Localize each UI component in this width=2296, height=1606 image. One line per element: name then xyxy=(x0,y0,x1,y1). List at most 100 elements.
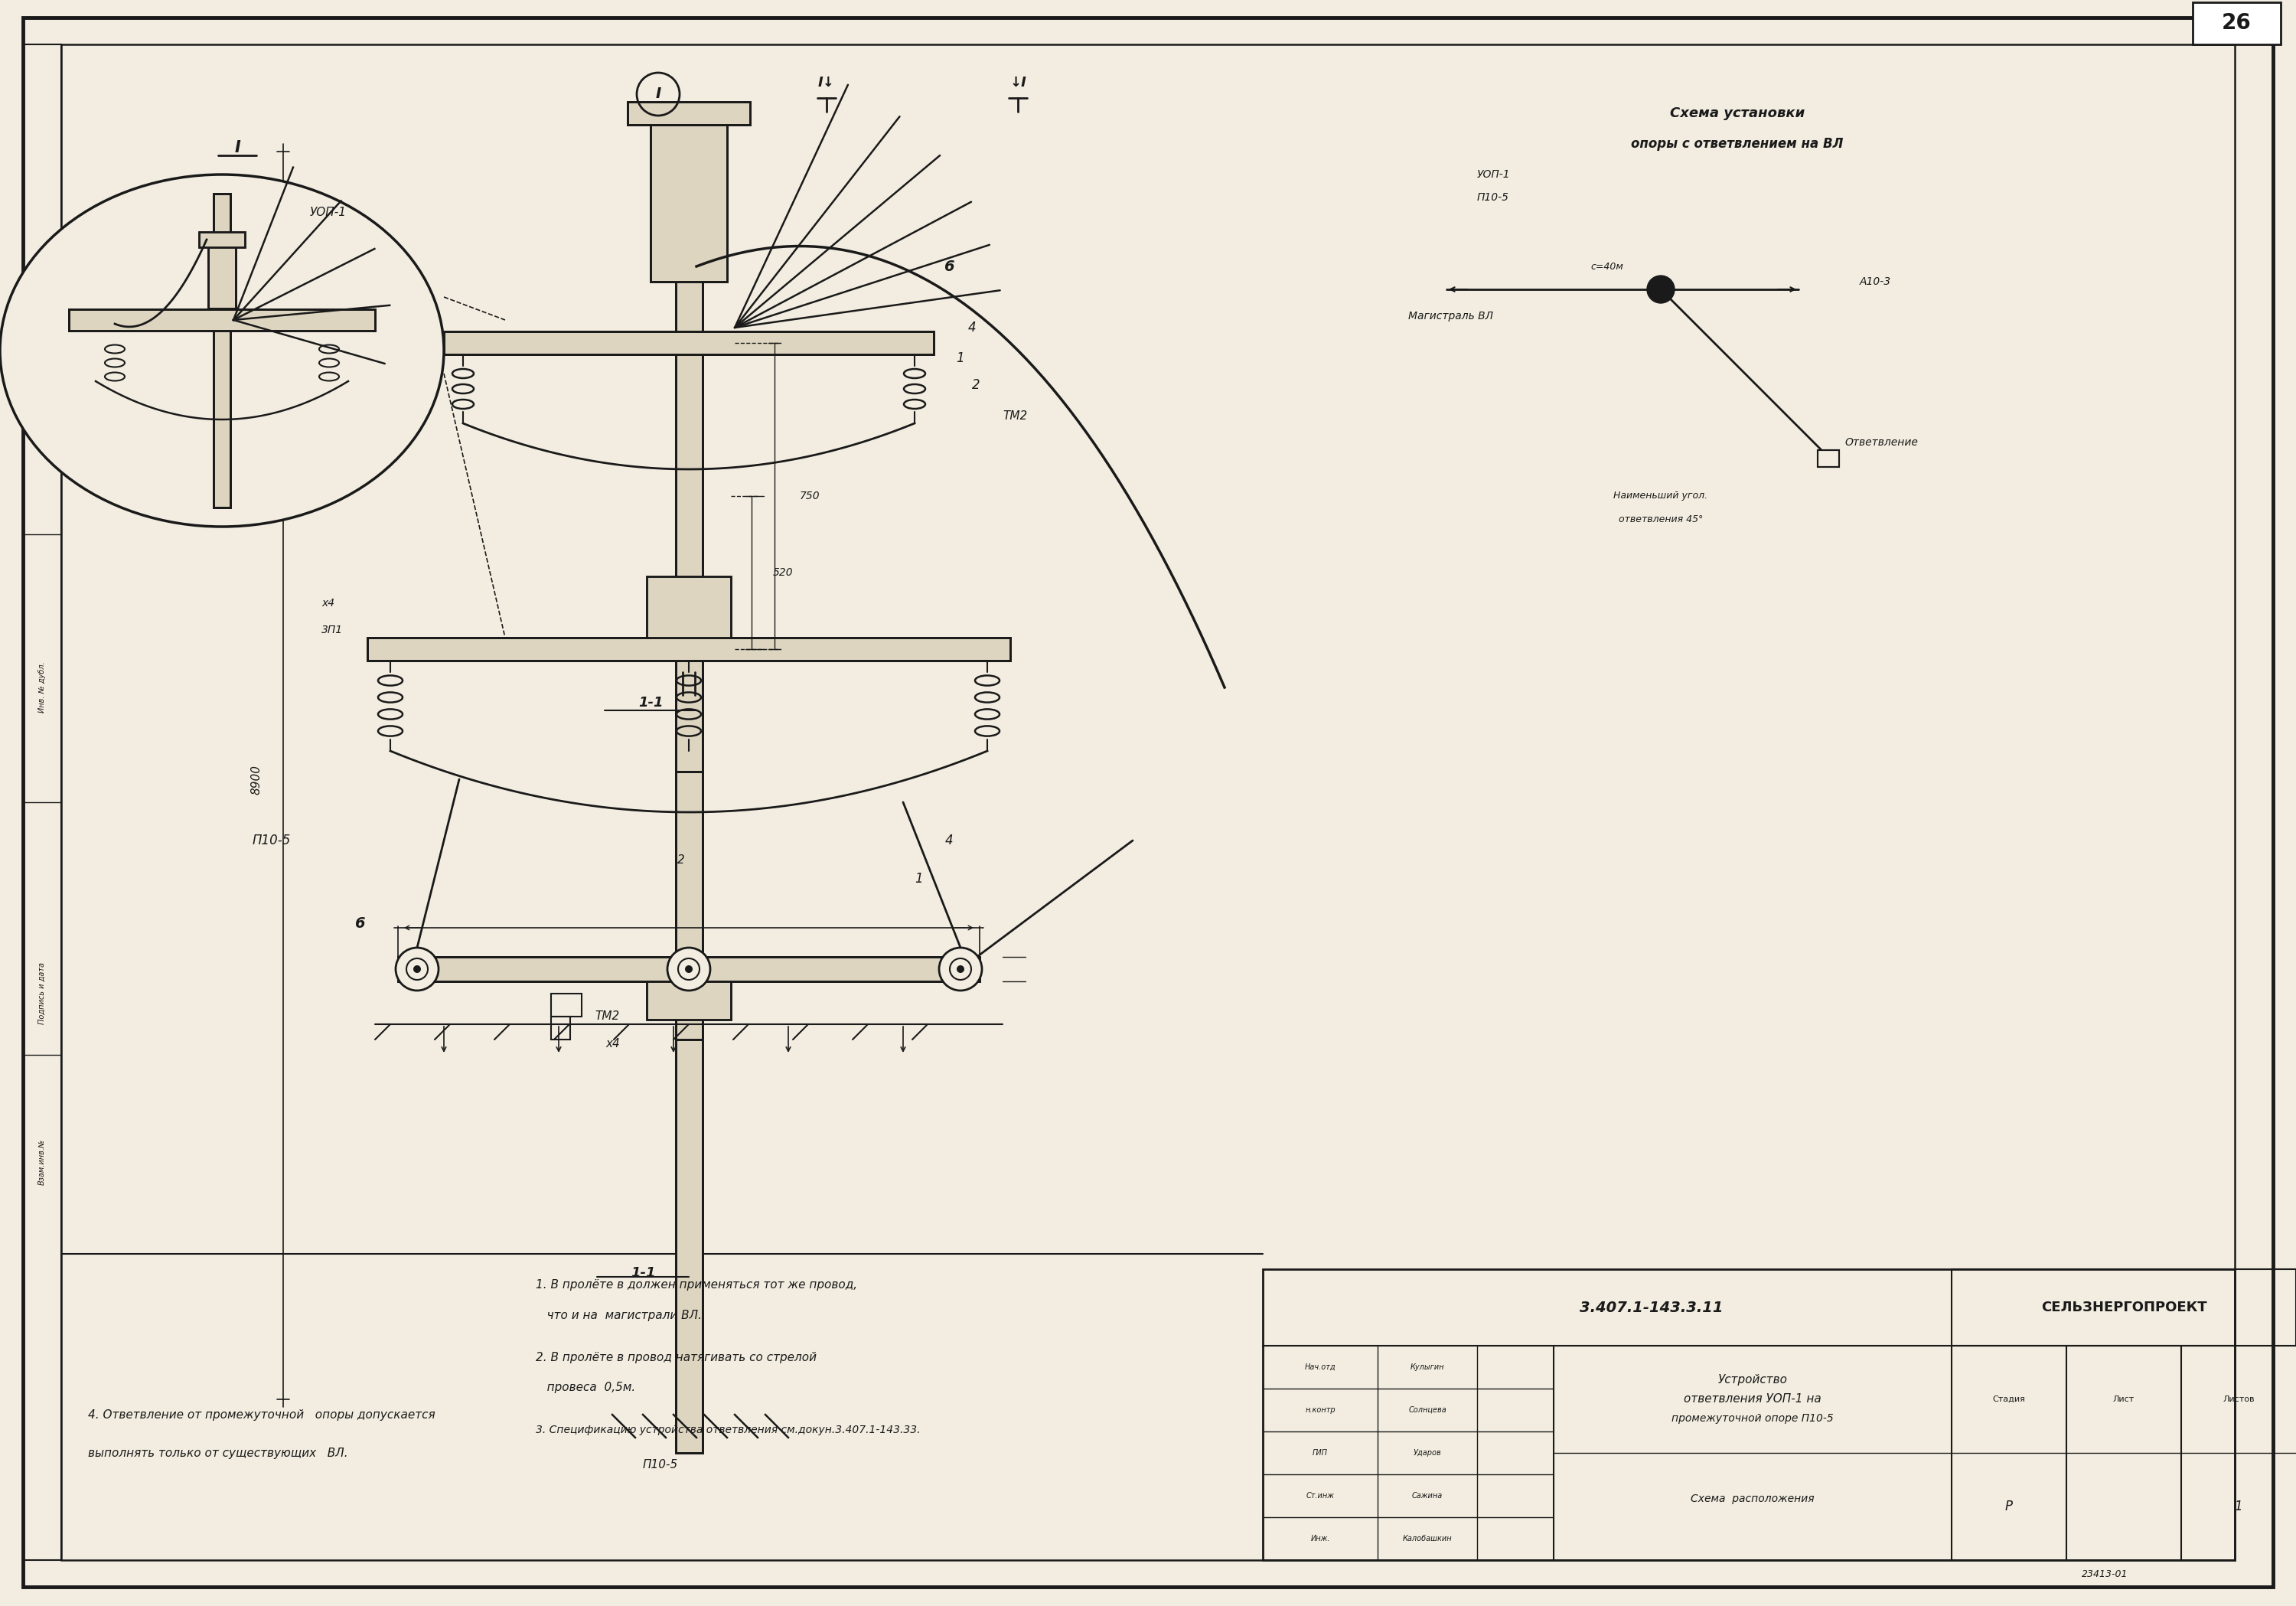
Bar xyxy=(650,106,728,281)
Bar xyxy=(367,638,1010,660)
Text: 2: 2 xyxy=(971,377,980,392)
Text: СЕЛЬЗНЕРГОПРОЕКТ: СЕЛЬЗНЕРГОПРОЕКТ xyxy=(2041,1301,2206,1314)
Text: 1-1: 1-1 xyxy=(631,1266,654,1280)
Text: 520: 520 xyxy=(774,567,794,578)
Text: 2: 2 xyxy=(677,854,684,866)
Text: 1: 1 xyxy=(914,872,923,885)
Bar xyxy=(200,231,246,247)
Text: 4: 4 xyxy=(969,321,976,334)
Bar xyxy=(551,1017,569,1039)
Bar xyxy=(69,310,374,331)
Circle shape xyxy=(939,948,983,991)
Text: Стадия: Стадия xyxy=(1993,1396,2025,1404)
Text: Кулыгин: Кулыгин xyxy=(1410,1363,1444,1372)
Bar xyxy=(397,957,980,981)
Text: УОП-1: УОП-1 xyxy=(310,207,347,218)
Text: Взам.инв.№: Взам.инв.№ xyxy=(39,1139,46,1185)
Text: Нач.отд: Нач.отд xyxy=(1304,1363,1336,1372)
Text: 6: 6 xyxy=(944,259,955,273)
Text: 1. В пролёте в должен применяться тот же провод,: 1. В пролёте в должен применяться тот же… xyxy=(535,1278,856,1290)
Text: I↓: I↓ xyxy=(817,75,836,90)
Circle shape xyxy=(684,965,693,973)
Text: н.контр: н.контр xyxy=(1304,1407,1336,1413)
Text: I: I xyxy=(654,87,661,101)
Bar xyxy=(647,577,730,638)
Bar xyxy=(675,771,703,1039)
Text: П10-5: П10-5 xyxy=(1476,193,1508,202)
Text: что и на  магистрали ВЛ.: что и на магистрали ВЛ. xyxy=(535,1309,703,1320)
Circle shape xyxy=(413,965,420,973)
Text: Схема  расположения: Схема расположения xyxy=(1690,1494,1814,1505)
Text: УОП-1: УОП-1 xyxy=(1476,169,1511,180)
Bar xyxy=(397,957,980,981)
Ellipse shape xyxy=(0,175,443,527)
Bar xyxy=(214,194,230,507)
Text: 3. Спецификацию устройства ответвления см.докун.3.407.1-143.33.: 3. Спецификацию устройства ответвления с… xyxy=(535,1425,921,1436)
Text: Р: Р xyxy=(2004,1500,2014,1513)
Text: 4: 4 xyxy=(946,834,953,848)
Bar xyxy=(675,106,703,1453)
Text: Наименьший угол.: Наименьший угол. xyxy=(1614,491,1708,501)
Text: 1-1: 1-1 xyxy=(638,695,664,710)
Bar xyxy=(650,106,728,281)
Text: Магистраль ВЛ: Магистраль ВЛ xyxy=(1407,312,1492,321)
Text: I: I xyxy=(234,140,241,156)
Text: 4. Ответвление от промежуточной   опоры допускается: 4. Ответвление от промежуточной опоры до… xyxy=(87,1408,436,1420)
Text: 3П1: 3П1 xyxy=(321,625,342,636)
Circle shape xyxy=(957,965,964,973)
Text: провеса  0,5м.: провеса 0,5м. xyxy=(535,1383,636,1394)
Text: Ответвление: Ответвление xyxy=(1844,437,1917,448)
Text: А10-3: А10-3 xyxy=(1860,276,1892,287)
Text: 6: 6 xyxy=(354,915,365,930)
Text: ГИП: ГИП xyxy=(1313,1449,1327,1457)
Text: 1: 1 xyxy=(2234,1500,2243,1513)
Text: 8900: 8900 xyxy=(250,764,262,795)
Text: выполнять только от существующих   ВЛ.: выполнять только от существующих ВЛ. xyxy=(87,1447,349,1458)
Text: Схема установки: Схема установки xyxy=(1669,106,1805,120)
Bar xyxy=(1818,450,1839,467)
Text: Подпись и дата: Подпись и дата xyxy=(39,962,46,1025)
Text: 26: 26 xyxy=(2223,13,2250,34)
Bar xyxy=(200,231,246,247)
Bar xyxy=(1263,1269,2234,1559)
Text: Листов: Листов xyxy=(2223,1396,2255,1404)
Bar xyxy=(214,194,230,507)
Text: x4: x4 xyxy=(606,1037,620,1049)
Text: опоры с ответвлением на ВЛ: опоры с ответвлением на ВЛ xyxy=(1630,137,1844,151)
Bar xyxy=(627,101,751,125)
Text: ТМ2: ТМ2 xyxy=(595,1010,620,1023)
Text: ответвления 45°: ответвления 45° xyxy=(1619,514,1704,524)
Text: Ст.инж: Ст.инж xyxy=(1306,1492,1334,1500)
Text: Калобашкин: Калобашкин xyxy=(1403,1535,1451,1542)
Text: 3.407.1-143.3.11: 3.407.1-143.3.11 xyxy=(1580,1301,1724,1315)
Text: Сажина: Сажина xyxy=(1412,1492,1442,1500)
Bar xyxy=(443,331,934,355)
Bar xyxy=(209,239,236,308)
Circle shape xyxy=(395,948,439,991)
Text: Солнцева: Солнцева xyxy=(1407,1407,1446,1413)
Bar xyxy=(551,994,581,1017)
Text: Ударов: Ударов xyxy=(1414,1449,1442,1457)
Text: промежуточной опоре П10-5: промежуточной опоре П10-5 xyxy=(1671,1413,1835,1425)
Text: П10-5: П10-5 xyxy=(253,834,292,848)
Circle shape xyxy=(668,948,709,991)
Bar xyxy=(647,981,730,1020)
Bar xyxy=(675,771,703,1039)
Bar xyxy=(367,638,1010,660)
Text: 750: 750 xyxy=(799,491,820,501)
Text: П10-5: П10-5 xyxy=(643,1458,677,1469)
Text: 1: 1 xyxy=(957,352,964,365)
Text: Лист: Лист xyxy=(2112,1396,2135,1404)
Text: Инж.: Инж. xyxy=(1311,1535,1329,1542)
Bar xyxy=(23,45,62,1559)
Text: 2. В пролёте в провод натягивать со стрелой: 2. В пролёте в провод натягивать со стре… xyxy=(535,1352,817,1363)
Bar xyxy=(1952,1269,2296,1346)
Bar xyxy=(647,981,730,1020)
Bar xyxy=(627,101,751,125)
Bar xyxy=(675,106,703,1453)
Text: ответвления УОП-1 на: ответвления УОП-1 на xyxy=(1683,1394,1821,1405)
Bar xyxy=(443,331,934,355)
Text: ↓I: ↓I xyxy=(1010,75,1026,90)
Text: c=40м: c=40м xyxy=(1591,262,1623,271)
Text: Инв. № дубл.: Инв. № дубл. xyxy=(39,662,46,713)
